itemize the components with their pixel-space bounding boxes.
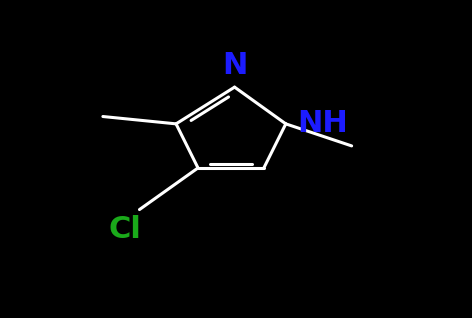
- Text: NH: NH: [297, 109, 347, 138]
- Text: Cl: Cl: [109, 215, 141, 244]
- Text: N: N: [222, 51, 247, 80]
